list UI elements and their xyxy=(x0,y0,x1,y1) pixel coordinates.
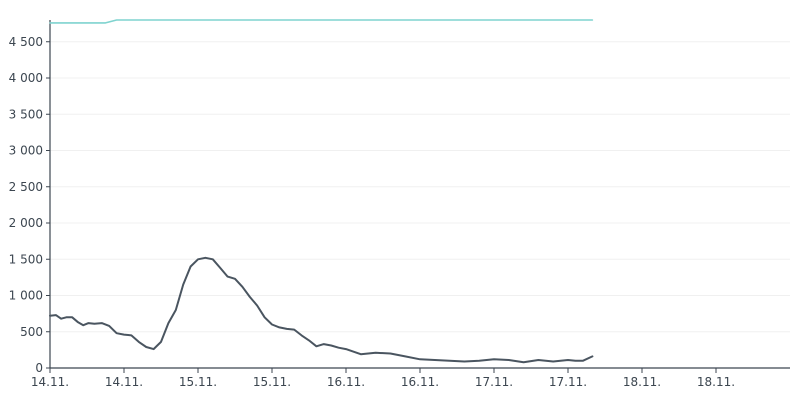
y-tick-label: 1 000 xyxy=(9,289,43,303)
y-tick-label: 500 xyxy=(20,325,43,339)
series-line-lower xyxy=(49,256,594,364)
x-tick-label: 18.11. xyxy=(623,375,661,389)
x-tick-label: 16.11. xyxy=(327,375,365,389)
x-tick-label: 14.11. xyxy=(31,375,69,389)
labels: 0 500 1 000 1 500 2 000 2 500 3 000 3 500 4 000 4… xyxy=(9,35,735,389)
x-tick-label: 16.11. xyxy=(401,375,439,389)
series-group xyxy=(49,19,594,364)
y-tick-label: 4 000 xyxy=(9,71,43,85)
y-tick-label: 4 500 xyxy=(9,35,43,49)
y-tick-label: 1 500 xyxy=(9,252,43,266)
x-tick-label: 15.11. xyxy=(179,375,217,389)
series-line-upper xyxy=(49,19,594,24)
x-tick-label: 14.11. xyxy=(105,375,143,389)
y-tick-label: 3 500 xyxy=(9,107,43,121)
y-tick-label: 2 000 xyxy=(9,216,43,230)
x-tick-label: 17.11. xyxy=(549,375,587,389)
x-tick-label: 18.11. xyxy=(697,375,735,389)
axes xyxy=(46,20,790,373)
x-tick-label: 15.11. xyxy=(253,375,291,389)
y-tick-label: 2 500 xyxy=(9,180,43,194)
grid xyxy=(50,41,790,333)
x-tick-label: 17.11. xyxy=(475,375,513,389)
y-tick-label: 3 000 xyxy=(9,144,43,158)
y-tick-label: 0 xyxy=(35,361,43,375)
